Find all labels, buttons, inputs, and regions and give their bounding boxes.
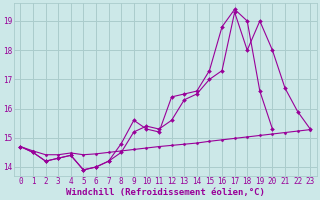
X-axis label: Windchill (Refroidissement éolien,°C): Windchill (Refroidissement éolien,°C) (66, 188, 265, 197)
